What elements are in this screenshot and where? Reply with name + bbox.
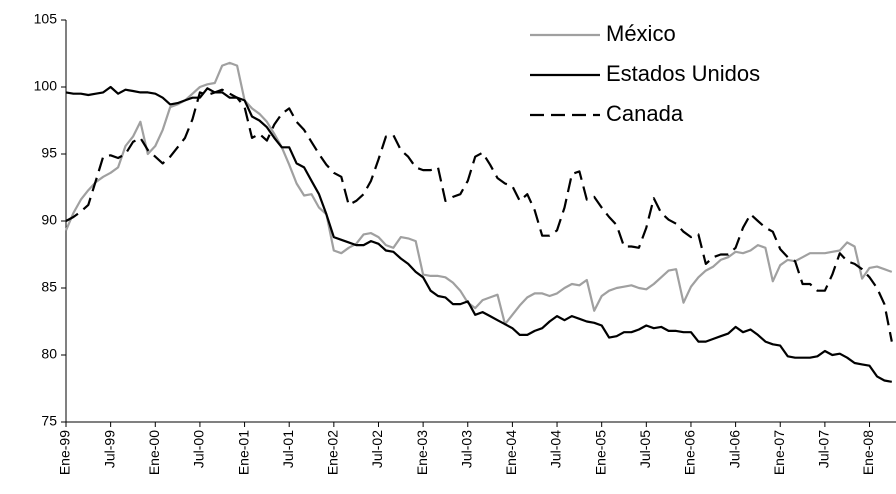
x-tick-label: Ene-04	[503, 430, 519, 475]
x-tick-label: Jul-05	[637, 430, 653, 468]
y-tick-label: 80	[41, 346, 57, 362]
x-tick-label: Jul-01	[280, 430, 296, 468]
x-tick-label: Ene-00	[146, 430, 162, 475]
y-tick-label: 90	[41, 212, 57, 228]
line-series	[65, 88, 893, 342]
x-tick-label: Ene-05	[592, 430, 608, 475]
x-tick-label: Jul-03	[458, 430, 474, 468]
y-tick-label: 85	[41, 279, 57, 295]
x-tick-label: Ene-07	[771, 430, 787, 475]
y-tick-label: 95	[41, 145, 57, 161]
x-tick-label: Jul-00	[191, 430, 207, 468]
legend-label: Canada	[606, 101, 684, 126]
x-tick-label: Jul-02	[369, 430, 385, 468]
x-tick-label: Jul-06	[726, 430, 742, 468]
x-tick-label: Ene-99	[57, 430, 73, 475]
y-tick-label: 75	[41, 413, 57, 429]
line-series	[64, 61, 893, 326]
x-tick-label: Jul-99	[101, 430, 117, 468]
line-series	[65, 85, 892, 383]
y-tick-label: 100	[34, 78, 58, 94]
x-tick-label: Ene-06	[682, 430, 698, 475]
legend-label: México	[606, 21, 676, 46]
x-tick-label: Ene-08	[860, 430, 876, 475]
x-tick-label: Jul-07	[816, 430, 832, 468]
y-tick-label: 105	[34, 11, 58, 27]
x-tick-label: Ene-03	[414, 430, 430, 475]
x-tick-label: Jul-04	[548, 430, 564, 468]
legend-label: Estados Unidos	[606, 61, 760, 86]
x-tick-label: Ene-02	[325, 430, 341, 475]
x-tick-label: Ene-01	[235, 430, 251, 475]
